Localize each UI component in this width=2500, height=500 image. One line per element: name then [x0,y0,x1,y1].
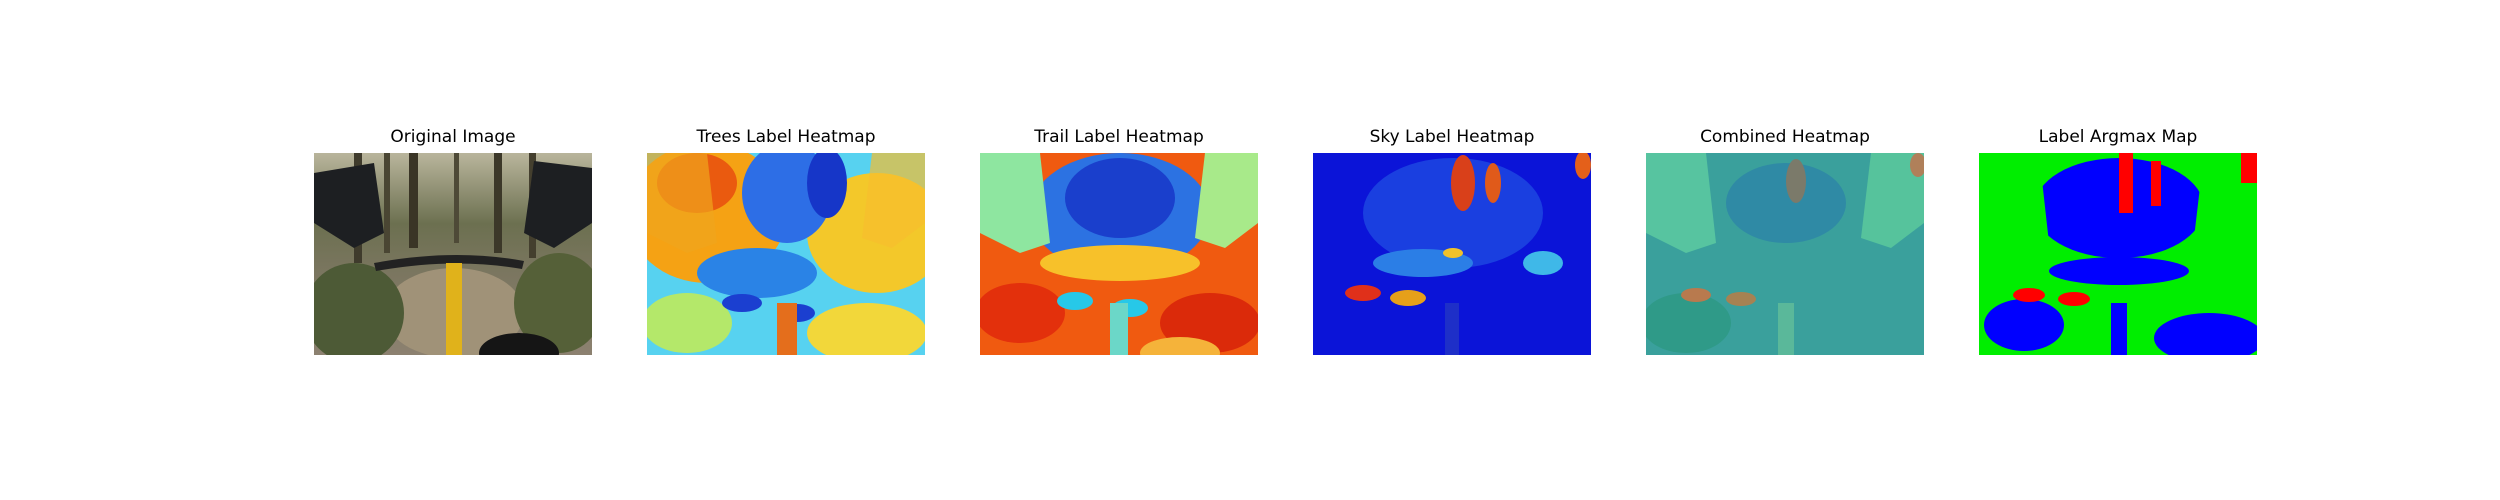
panel-title: Combined Heatmap [1700,127,1870,147]
panel-title: Label Argmax Map [2038,127,2198,147]
panel-trees-heatmap: Trees Label Heatmap [647,124,925,355]
argmax-map-image [1979,153,2257,355]
sky-heatmap-image [1313,153,1591,355]
panel-title: Original Image [390,127,516,147]
panel-argmax-map: Label Argmax Map [1979,124,2257,355]
panel-title: Trail Label Heatmap [1034,127,1204,147]
panel-original-image: Original Image [314,124,592,355]
panel-title: Trees Label Heatmap [696,127,876,147]
panel-sky-heatmap: Sky Label Heatmap [1313,124,1591,355]
original-image [314,153,592,355]
panel-combined-heatmap: Combined Heatmap [1646,124,1924,355]
panel-title: Sky Label Heatmap [1369,127,1535,147]
panel-trail-heatmap: Trail Label Heatmap [980,124,1258,355]
trail-heatmap-image [980,153,1258,355]
combined-heatmap-image [1646,153,1924,355]
trees-heatmap-image [647,153,925,355]
